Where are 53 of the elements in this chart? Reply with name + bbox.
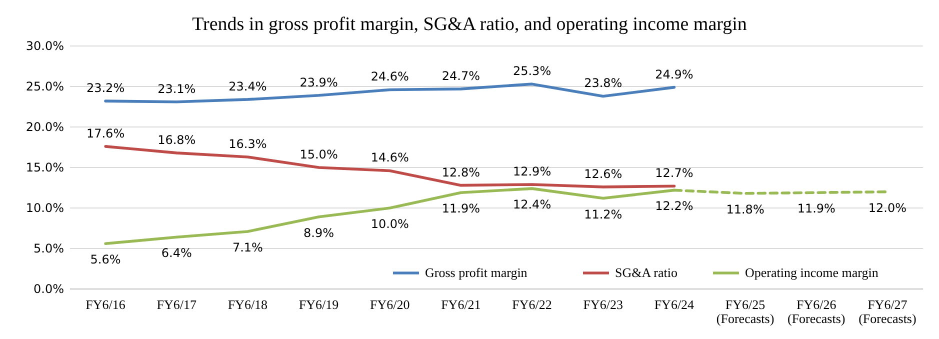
data-label: 12.2%	[655, 199, 694, 214]
data-label: 25.3%	[512, 64, 552, 78]
chart-title: Trends in gross profit margin, SG&A ratio, and operating income margin	[192, 14, 748, 35]
data-label: 12.0%	[868, 200, 907, 215]
data-label: 23.2%	[86, 81, 125, 96]
legend-label: Gross profit margin	[425, 265, 528, 280]
y-tick-label: 10.0%	[26, 201, 64, 215]
data-label: 24.7%	[442, 68, 480, 83]
data-label: 14.6%	[370, 150, 409, 165]
x-tick-label: FY6/18	[228, 297, 268, 312]
legend-label: Operating income margin	[745, 265, 879, 280]
x-tick-label: FY6/24	[654, 297, 695, 312]
data-label: 23.8%	[584, 76, 622, 90]
x-tick-label: FY6/19	[298, 297, 339, 312]
x-tick-label: FY6/22	[512, 297, 552, 312]
y-tick-label: 30.0%	[26, 39, 64, 53]
x-tick-label: FY6/23	[583, 297, 623, 312]
data-label: 5.6%	[90, 252, 121, 267]
y-tick-label: 0.0%	[34, 282, 64, 296]
x-tick-label: FY6/26 (Forecasts)	[787, 297, 846, 326]
legend-label: SG&A ratio	[615, 265, 678, 280]
x-tick-label: FY6/20	[370, 297, 410, 312]
x-tick-label: FY6/16	[86, 297, 126, 312]
x-tick-label: FY6/17	[156, 297, 197, 312]
data-label: 16.8%	[158, 132, 196, 147]
data-label: 24.9%	[655, 67, 694, 82]
y-tick-label: 25.0%	[26, 80, 64, 94]
data-label: 12.4%	[512, 198, 552, 212]
data-label: 12.8%	[442, 165, 480, 180]
data-label: 23.9%	[300, 75, 338, 90]
data-label: 17.6%	[86, 126, 125, 140]
y-tick-label: 15.0%	[26, 160, 64, 174]
data-label: 23.1%	[158, 82, 196, 96]
x-tick-label: FY6/25 (Forecasts)	[716, 297, 774, 326]
x-tick-label: FY6/27 (Forecasts)	[858, 297, 916, 326]
data-label: 11.9%	[442, 202, 480, 216]
data-label: 7.1%	[232, 240, 263, 254]
data-label: 12.9%	[512, 164, 552, 179]
data-label: 23.4%	[228, 79, 267, 94]
data-label: 10.0%	[370, 217, 409, 231]
data-label: 12.7%	[655, 166, 694, 180]
y-tick-label: 20.0%	[26, 120, 64, 134]
data-label: 16.3%	[228, 136, 267, 151]
data-label: 11.8%	[726, 202, 764, 216]
data-label: 12.6%	[584, 166, 622, 181]
data-label: 11.9%	[797, 202, 836, 216]
data-label: 24.6%	[370, 70, 409, 84]
x-tick-label: FY6/21	[441, 297, 481, 312]
data-label: 15.0%	[300, 148, 338, 162]
data-label: 8.9%	[304, 226, 334, 240]
y-tick-label: 5.0%	[34, 242, 64, 256]
data-label: 6.4%	[161, 246, 192, 260]
data-label: 11.2%	[584, 207, 622, 222]
